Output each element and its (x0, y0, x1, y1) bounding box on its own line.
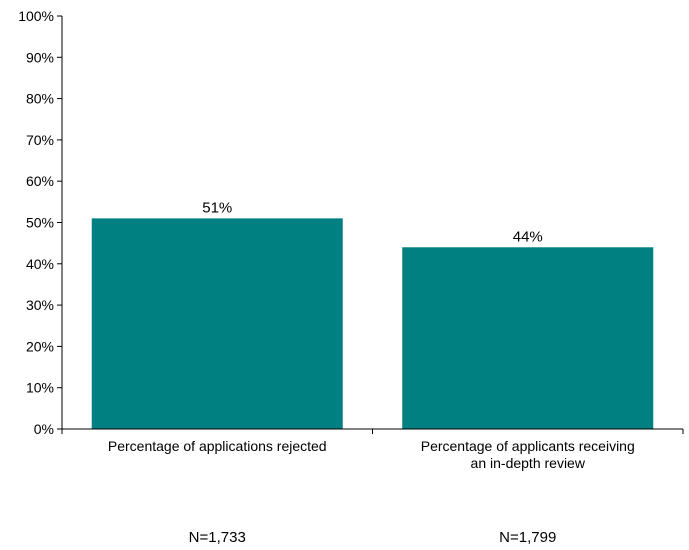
bar-value-label: 44% (513, 228, 543, 245)
x-tick-label: Percentage of applications rejected (108, 438, 327, 454)
y-tick-label: 80% (26, 91, 54, 107)
x-axis: Percentage of applications rejected Perce… (61, 428, 684, 471)
y-tick-label: 70% (26, 132, 54, 148)
y-tick-label: 0% (34, 421, 54, 437)
bar (402, 247, 654, 429)
sample-size-labels: N=1,733 N=1,799 (189, 529, 557, 546)
sample-size-label: N=1,733 (189, 529, 246, 546)
x-tick-label: Percentage of applicants receiving an in-… (421, 438, 635, 471)
y-tick-label: 50% (26, 215, 54, 231)
bar (91, 218, 343, 429)
y-tick-label: 100% (18, 8, 54, 24)
y-tick-label: 20% (26, 338, 54, 354)
sample-size-label: N=1,799 (499, 529, 556, 546)
y-axis: 0% 10% 20% 30% 40% 50% 60% 70% 80% 90% 100% (18, 8, 63, 437)
bar-value-label: 51% (202, 199, 232, 216)
y-tick-label: 60% (26, 173, 54, 189)
y-tick-label: 40% (26, 256, 54, 272)
y-tick-label: 90% (26, 49, 54, 65)
y-tick-label: 10% (26, 380, 54, 396)
bars: 51% 44% (91, 199, 654, 429)
y-tick-label: 30% (26, 297, 54, 313)
